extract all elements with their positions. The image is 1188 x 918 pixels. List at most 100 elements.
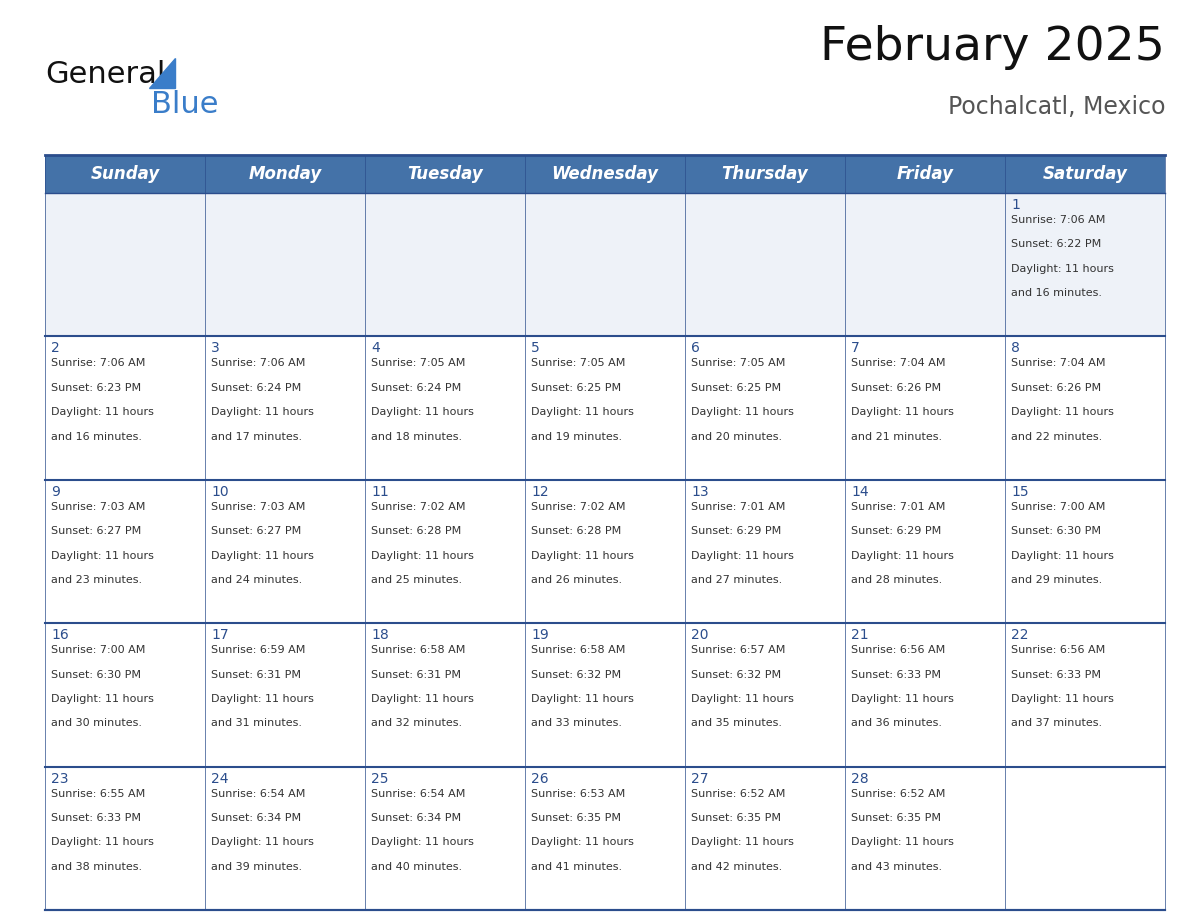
Text: Daylight: 11 hours: Daylight: 11 hours — [211, 551, 314, 561]
Text: Daylight: 11 hours: Daylight: 11 hours — [531, 551, 634, 561]
Text: Sunrise: 6:58 AM: Sunrise: 6:58 AM — [531, 645, 625, 655]
Text: Sunrise: 6:58 AM: Sunrise: 6:58 AM — [371, 645, 466, 655]
Bar — [45, 336, 206, 480]
Bar — [685, 480, 845, 623]
Text: Daylight: 11 hours: Daylight: 11 hours — [851, 408, 954, 417]
Text: Daylight: 11 hours: Daylight: 11 hours — [211, 408, 314, 417]
Text: Sunset: 6:25 PM: Sunset: 6:25 PM — [691, 383, 782, 393]
Text: 17: 17 — [211, 628, 228, 643]
Bar — [685, 336, 845, 480]
Text: Daylight: 11 hours: Daylight: 11 hours — [51, 694, 154, 704]
Bar — [365, 336, 525, 480]
Bar — [45, 193, 206, 336]
Text: Daylight: 11 hours: Daylight: 11 hours — [211, 694, 314, 704]
Bar — [685, 623, 845, 767]
Bar — [1005, 336, 1165, 480]
Text: 5: 5 — [531, 341, 539, 355]
Text: Thursday: Thursday — [721, 165, 808, 183]
Text: 21: 21 — [851, 628, 868, 643]
Bar — [1005, 193, 1165, 336]
Text: and 38 minutes.: and 38 minutes. — [51, 862, 143, 872]
Bar — [365, 767, 525, 910]
Bar — [206, 480, 365, 623]
Text: and 18 minutes.: and 18 minutes. — [371, 431, 462, 442]
Text: and 31 minutes.: and 31 minutes. — [211, 718, 302, 728]
Text: Sunset: 6:32 PM: Sunset: 6:32 PM — [531, 669, 621, 679]
Text: Sunrise: 6:55 AM: Sunrise: 6:55 AM — [51, 789, 145, 799]
Text: February 2025: February 2025 — [820, 25, 1165, 70]
Text: Sunset: 6:33 PM: Sunset: 6:33 PM — [1011, 669, 1101, 679]
Text: 4: 4 — [371, 341, 380, 355]
Text: and 16 minutes.: and 16 minutes. — [51, 431, 143, 442]
Text: 1: 1 — [1011, 198, 1019, 212]
Text: and 35 minutes.: and 35 minutes. — [691, 718, 782, 728]
Polygon shape — [148, 58, 175, 88]
Text: 16: 16 — [51, 628, 69, 643]
Text: Daylight: 11 hours: Daylight: 11 hours — [371, 551, 474, 561]
Text: Daylight: 11 hours: Daylight: 11 hours — [851, 837, 954, 847]
Text: Sunset: 6:34 PM: Sunset: 6:34 PM — [211, 813, 301, 823]
Text: Sunrise: 7:03 AM: Sunrise: 7:03 AM — [51, 502, 145, 512]
Bar — [525, 193, 685, 336]
Text: Daylight: 11 hours: Daylight: 11 hours — [1011, 694, 1114, 704]
Bar — [1005, 480, 1165, 623]
Text: 6: 6 — [691, 341, 700, 355]
Bar — [206, 623, 365, 767]
Text: and 41 minutes.: and 41 minutes. — [531, 862, 623, 872]
Text: 3: 3 — [211, 341, 220, 355]
Text: and 40 minutes.: and 40 minutes. — [371, 862, 462, 872]
Text: 8: 8 — [1011, 341, 1019, 355]
Text: Sunrise: 7:05 AM: Sunrise: 7:05 AM — [691, 358, 785, 368]
Text: 19: 19 — [531, 628, 549, 643]
Text: Sunrise: 6:59 AM: Sunrise: 6:59 AM — [211, 645, 305, 655]
Bar — [845, 767, 1005, 910]
Text: and 42 minutes.: and 42 minutes. — [691, 862, 782, 872]
Bar — [45, 623, 206, 767]
Text: Sunset: 6:27 PM: Sunset: 6:27 PM — [51, 526, 141, 536]
Text: 20: 20 — [691, 628, 708, 643]
Text: Wednesday: Wednesday — [551, 165, 658, 183]
Text: Daylight: 11 hours: Daylight: 11 hours — [691, 837, 794, 847]
Text: Daylight: 11 hours: Daylight: 11 hours — [211, 837, 314, 847]
Bar — [525, 767, 685, 910]
Text: Sunset: 6:33 PM: Sunset: 6:33 PM — [851, 669, 941, 679]
Text: and 26 minutes.: and 26 minutes. — [531, 575, 623, 585]
Bar — [45, 767, 206, 910]
Text: Daylight: 11 hours: Daylight: 11 hours — [371, 837, 474, 847]
Text: Daylight: 11 hours: Daylight: 11 hours — [691, 694, 794, 704]
Text: Daylight: 11 hours: Daylight: 11 hours — [51, 837, 154, 847]
Text: Sunrise: 6:57 AM: Sunrise: 6:57 AM — [691, 645, 785, 655]
Text: Daylight: 11 hours: Daylight: 11 hours — [51, 551, 154, 561]
Text: Sunset: 6:31 PM: Sunset: 6:31 PM — [211, 669, 301, 679]
Text: 13: 13 — [691, 485, 708, 498]
Text: and 39 minutes.: and 39 minutes. — [211, 862, 302, 872]
Text: Sunrise: 6:56 AM: Sunrise: 6:56 AM — [851, 645, 946, 655]
Bar — [525, 336, 685, 480]
Text: Daylight: 11 hours: Daylight: 11 hours — [371, 694, 474, 704]
Text: and 32 minutes.: and 32 minutes. — [371, 718, 462, 728]
Text: Sunset: 6:33 PM: Sunset: 6:33 PM — [51, 813, 141, 823]
Text: Sunrise: 7:03 AM: Sunrise: 7:03 AM — [211, 502, 305, 512]
Text: Sunrise: 6:53 AM: Sunrise: 6:53 AM — [531, 789, 625, 799]
Text: Daylight: 11 hours: Daylight: 11 hours — [691, 551, 794, 561]
Text: and 37 minutes.: and 37 minutes. — [1011, 718, 1102, 728]
Text: and 25 minutes.: and 25 minutes. — [371, 575, 462, 585]
Bar — [45, 480, 206, 623]
Text: Sunrise: 7:02 AM: Sunrise: 7:02 AM — [371, 502, 466, 512]
Text: Sunrise: 6:52 AM: Sunrise: 6:52 AM — [691, 789, 785, 799]
Text: 7: 7 — [851, 341, 860, 355]
Bar — [206, 193, 365, 336]
Text: Sunset: 6:22 PM: Sunset: 6:22 PM — [1011, 240, 1101, 250]
Text: Daylight: 11 hours: Daylight: 11 hours — [531, 408, 634, 417]
Text: 24: 24 — [211, 772, 228, 786]
Text: Sunrise: 7:06 AM: Sunrise: 7:06 AM — [51, 358, 145, 368]
Text: Sunset: 6:28 PM: Sunset: 6:28 PM — [531, 526, 621, 536]
Text: Daylight: 11 hours: Daylight: 11 hours — [851, 551, 954, 561]
Text: 23: 23 — [51, 772, 69, 786]
Text: Daylight: 11 hours: Daylight: 11 hours — [51, 408, 154, 417]
Text: 27: 27 — [691, 772, 708, 786]
Bar — [365, 193, 525, 336]
Text: 18: 18 — [371, 628, 388, 643]
Bar — [845, 623, 1005, 767]
Bar — [685, 193, 845, 336]
